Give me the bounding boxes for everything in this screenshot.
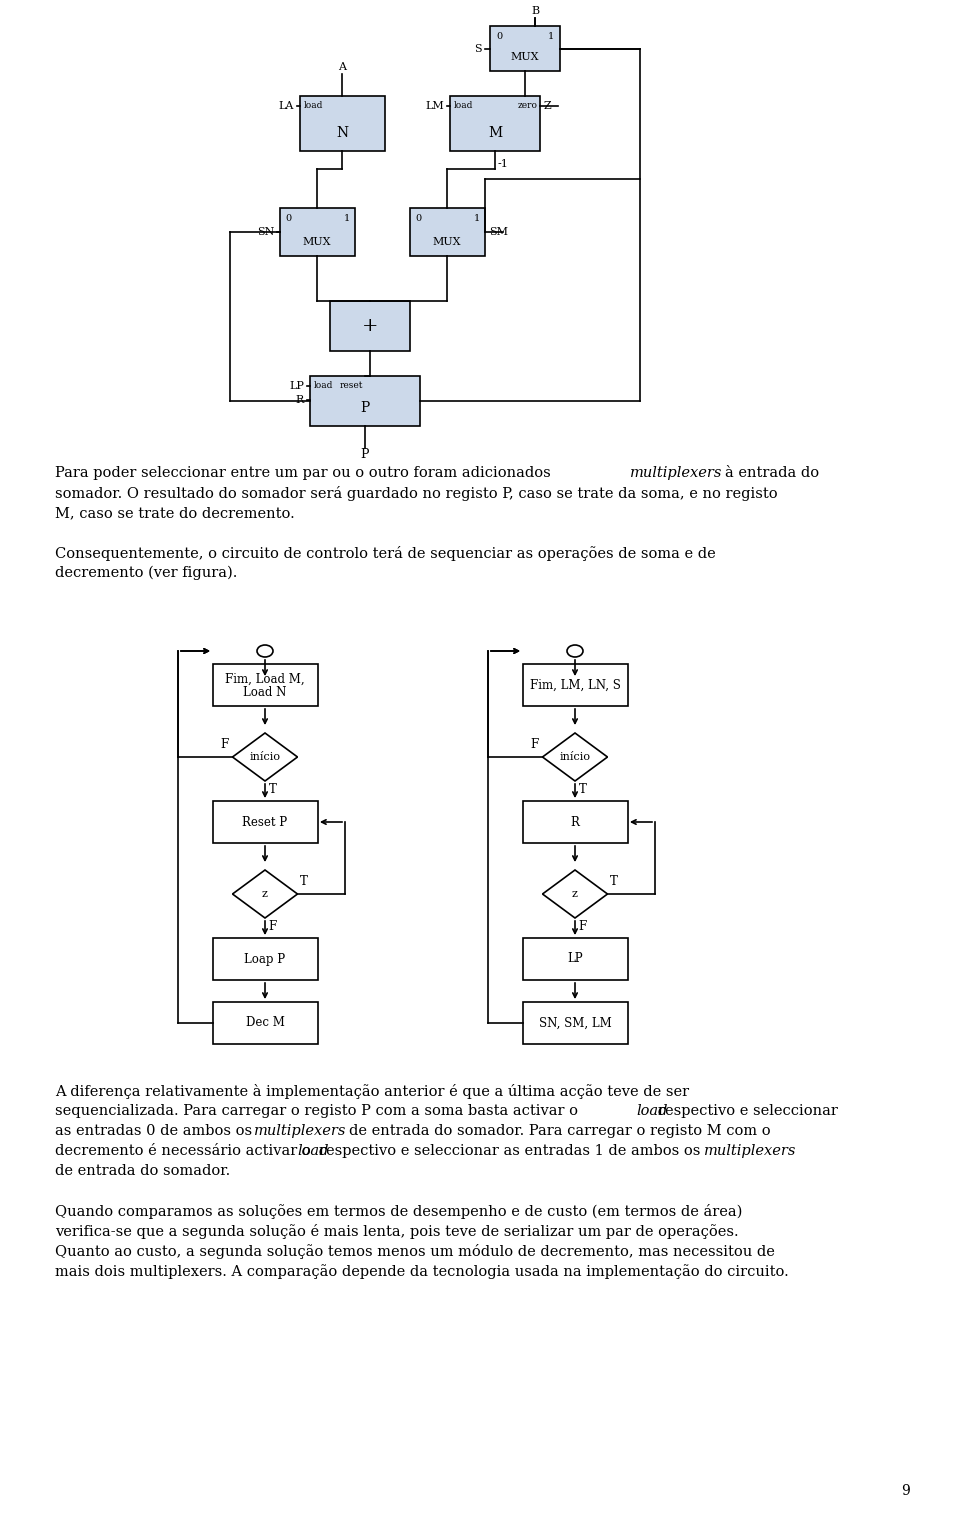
Text: mais dois multiplexers. A comparação depende da tecnologia usada na implementaçã: mais dois multiplexers. A comparação dep…	[55, 1264, 789, 1279]
Text: P: P	[360, 401, 370, 415]
Text: Consequentemente, o circuito de controlo terá de sequenciar as operações de soma: Consequentemente, o circuito de controlo…	[55, 546, 716, 562]
FancyBboxPatch shape	[213, 1003, 318, 1044]
Text: M: M	[488, 127, 502, 140]
Ellipse shape	[257, 645, 273, 658]
Text: R: R	[296, 395, 304, 404]
Text: F: F	[578, 920, 587, 932]
Text: 1: 1	[473, 214, 480, 223]
Text: A: A	[338, 63, 346, 72]
Text: A diferença relativamente à implementação anterior é que a última acção teve de : A diferença relativamente à implementaçã…	[55, 1083, 689, 1099]
Text: +: +	[362, 317, 378, 336]
Text: Load N: Load N	[243, 687, 287, 699]
Text: LP: LP	[289, 382, 304, 391]
Text: Dec M: Dec M	[246, 1016, 284, 1030]
Text: load: load	[636, 1103, 667, 1119]
Text: 0: 0	[285, 214, 291, 223]
FancyBboxPatch shape	[280, 208, 355, 256]
Text: Para poder seleccionar entre um par ou o outro foram adicionados: Para poder seleccionar entre um par ou o…	[55, 465, 556, 481]
Polygon shape	[232, 732, 298, 781]
FancyBboxPatch shape	[410, 208, 485, 256]
Text: 0: 0	[496, 32, 502, 41]
Text: à entrada do: à entrada do	[725, 465, 819, 481]
Text: Z: Z	[544, 101, 552, 111]
Text: verifica-se que a segunda solução é mais lenta, pois teve de serializar um par d: verifica-se que a segunda solução é mais…	[55, 1224, 738, 1239]
Text: 0: 0	[415, 214, 421, 223]
Text: load: load	[304, 101, 324, 110]
Text: multiplexers: multiplexers	[704, 1144, 797, 1158]
Text: SN, SM, LM: SN, SM, LM	[539, 1016, 612, 1030]
Text: 1: 1	[344, 214, 350, 223]
FancyBboxPatch shape	[213, 938, 318, 980]
Text: SN: SN	[256, 227, 274, 237]
Text: Reset P: Reset P	[243, 815, 288, 829]
Text: LM: LM	[425, 101, 444, 111]
Text: T: T	[579, 783, 587, 797]
FancyBboxPatch shape	[523, 938, 628, 980]
Text: T: T	[269, 783, 276, 797]
Text: N: N	[336, 127, 348, 140]
Text: T: T	[610, 874, 618, 888]
Text: início: início	[250, 752, 280, 761]
Text: de entrada do somador.: de entrada do somador.	[55, 1164, 230, 1178]
Text: respectivo e seleccionar: respectivo e seleccionar	[658, 1103, 838, 1119]
FancyBboxPatch shape	[490, 26, 560, 72]
Text: 9: 9	[901, 1483, 910, 1499]
FancyBboxPatch shape	[523, 1003, 628, 1044]
Text: somador. O resultado do somador será guardado no registo P, caso se trate da som: somador. O resultado do somador será gua…	[55, 485, 778, 501]
Text: decremento (ver figura).: decremento (ver figura).	[55, 566, 237, 580]
Text: multiplexers: multiplexers	[254, 1125, 347, 1138]
Text: Quanto ao custo, a segunda solução temos menos um módulo de decremento, mas nece: Quanto ao custo, a segunda solução temos…	[55, 1244, 775, 1259]
Polygon shape	[542, 870, 608, 919]
FancyBboxPatch shape	[310, 375, 420, 426]
Text: Quando comparamos as soluções em termos de desempenho e de custo (em termos de á: Quando comparamos as soluções em termos …	[55, 1204, 742, 1219]
Text: 1: 1	[548, 32, 554, 41]
Text: P: P	[361, 449, 370, 461]
Text: MUX: MUX	[302, 237, 331, 247]
Text: reset: reset	[340, 382, 364, 391]
Text: respectivo e seleccionar as entradas 1 de ambos os: respectivo e seleccionar as entradas 1 d…	[319, 1144, 705, 1158]
Text: F: F	[268, 920, 276, 932]
Text: Fim, LM, LN, S: Fim, LM, LN, S	[530, 679, 620, 691]
Text: sequencializada. Para carregar o registo P com a soma basta activar o: sequencializada. Para carregar o registo…	[55, 1103, 583, 1119]
Polygon shape	[542, 732, 608, 781]
Text: LP: LP	[567, 952, 583, 966]
FancyBboxPatch shape	[300, 96, 385, 151]
Polygon shape	[232, 870, 298, 919]
Text: z: z	[572, 890, 578, 899]
Text: R: R	[570, 815, 580, 829]
Text: SM: SM	[489, 227, 508, 237]
Text: decremento é necessário activar o: decremento é necessário activar o	[55, 1144, 316, 1158]
FancyBboxPatch shape	[213, 801, 318, 842]
FancyBboxPatch shape	[330, 301, 410, 351]
Text: load: load	[297, 1144, 328, 1158]
Text: de entrada do somador. Para carregar o registo M com o: de entrada do somador. Para carregar o r…	[349, 1125, 771, 1138]
Text: as entradas 0 de ambos os: as entradas 0 de ambos os	[55, 1125, 256, 1138]
Text: Fim, Load M,: Fim, Load M,	[226, 673, 305, 685]
Text: LA: LA	[278, 101, 294, 111]
Text: MUX: MUX	[511, 52, 540, 63]
FancyBboxPatch shape	[523, 664, 628, 707]
Text: multiplexers: multiplexers	[630, 465, 722, 481]
FancyBboxPatch shape	[213, 664, 318, 707]
Text: B: B	[531, 6, 540, 15]
Text: T: T	[300, 874, 308, 888]
Text: z: z	[262, 890, 268, 899]
Text: load: load	[314, 382, 333, 391]
FancyBboxPatch shape	[450, 96, 540, 151]
Text: zero: zero	[518, 101, 538, 110]
Text: load: load	[454, 101, 473, 110]
Text: F: F	[531, 739, 539, 751]
Text: início: início	[560, 752, 590, 761]
Text: S: S	[474, 44, 482, 53]
Text: F: F	[221, 739, 229, 751]
Text: MUX: MUX	[433, 237, 461, 247]
Text: -1: -1	[497, 159, 509, 169]
Text: M, caso se trate do decremento.: M, caso se trate do decremento.	[55, 507, 295, 520]
Ellipse shape	[567, 645, 583, 658]
Text: Loap P: Loap P	[245, 952, 285, 966]
FancyBboxPatch shape	[523, 801, 628, 842]
